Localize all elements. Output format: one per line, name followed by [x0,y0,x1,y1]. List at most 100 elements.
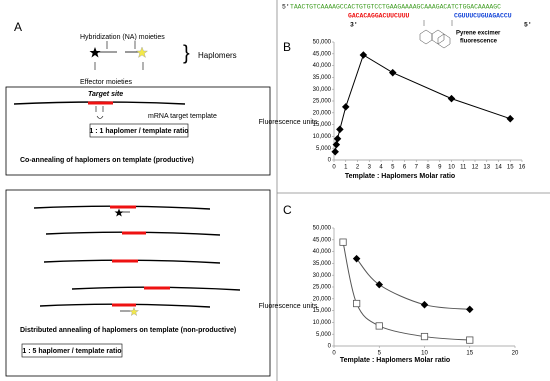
sequence: TAACTGTCAAAAGCCACTGTGTCCTGAAGAAAAGCAAAGA… [290,4,501,11]
panel-box [5,86,271,176]
y-tick-label: 50,000 [313,40,332,46]
point [420,332,429,341]
x-tick-label: 8 [426,165,430,171]
y-tick-label: 45,000 [313,51,332,57]
series-line [356,258,470,310]
sequence: CGUUUCUGUAGACCU [454,13,512,20]
point [333,134,342,143]
point [353,299,361,308]
caption: Distributed annealing of haplomers on te… [20,327,236,334]
y-tick-label: 5,000 [316,146,332,152]
x-axis-label: Template : Haplomers Molar ratio [345,173,455,180]
x-tick-label: 4 [379,165,383,171]
point [465,305,474,314]
sequence: GACACAGGACUUCUUU [348,13,410,20]
point [331,147,339,156]
point [375,280,384,289]
point [336,125,344,134]
y-axis-label: Fluorescence units [259,303,318,310]
x-tick-label: 2 [356,165,360,171]
point [447,94,456,103]
x-tick-label: 10 [421,351,428,357]
x-tick-label: 13 [483,165,490,171]
y-tick-label: 15,000 [313,308,332,314]
point [388,68,397,77]
point [420,300,429,309]
y-tick-label: 15,000 [313,122,332,128]
caption: Co-annealing of haplomers on template (p… [20,157,194,164]
ratio-box [89,123,189,138]
label: fluorescence [460,39,498,45]
label: 5' [282,4,290,11]
label: Haplomers [198,51,237,60]
x-tick-label: 5 [378,351,382,357]
point [466,336,474,344]
x-tick-label: 0 [332,351,336,357]
x-tick-label: 3 [368,165,372,171]
point [506,114,515,123]
y-tick-label: 30,000 [313,87,332,93]
point [339,238,347,246]
label: 5' [524,22,532,29]
ratio-box [21,343,123,358]
x-tick-label: 6 [403,165,407,171]
effector-star [128,306,140,316]
y-tick-label: 30,000 [313,273,332,279]
x-tick-label: 15 [507,165,514,171]
haplomer-pair [95,106,104,119]
effector-star [89,47,101,58]
series-line [342,242,470,341]
x-tick-label: 7 [415,165,419,171]
panel-box [5,189,271,377]
x-tick-label: 14 [495,165,502,171]
x-tick-label: 1 [344,165,348,171]
x-tick-label: 12 [472,165,479,171]
x-tick-label: 20 [512,351,519,357]
y-tick-label: 20,000 [313,110,332,116]
y-tick-label: 35,000 [313,75,332,81]
charts: B Fluorescence units Template : Haplomers … [259,40,526,364]
panel-label: C [283,203,292,217]
x-axis-label: Template : Haplomers Molar ratio [340,357,450,364]
label: 3' [350,22,358,29]
y-tick-label: 10,000 [313,134,332,140]
x-tick-label: 0 [332,165,336,171]
y-tick-label: 45,000 [313,237,332,243]
panel-label: B [283,40,291,54]
y-tick-label: 20,000 [313,296,332,302]
x-tick-label: 15 [466,351,473,357]
y-tick-label: 10,000 [313,320,332,326]
x-tick-label: 11 [460,165,467,171]
y-axis-label: Fluorescence units [259,119,318,126]
y-tick-label: 25,000 [313,285,332,291]
label: 1 : 1 haplomer / template ratio [89,128,188,135]
brace: } [183,42,190,64]
y-tick-label: 35,000 [313,261,332,267]
point [341,103,350,111]
y-tick-label: 50,000 [313,226,332,232]
point [375,322,383,330]
label: 1 : 5 haplomer / template ratio [22,348,121,355]
y-tick-label: 25,000 [313,99,332,105]
y-tick-label: 0 [328,344,332,350]
x-tick-label: 16 [519,165,526,171]
point [352,254,361,263]
x-tick-label: 10 [448,165,455,171]
point [359,51,368,59]
point [332,140,341,149]
y-tick-label: 0 [328,158,332,164]
panel-label: A [14,20,22,34]
series-line [334,54,511,152]
x-tick-label: 5 [391,165,395,171]
label: Hybridization (NA) moieties [80,34,165,41]
y-tick-label: 40,000 [313,63,332,69]
label: mRNA target template [148,113,217,120]
pyrene-icon [419,20,453,49]
label: Target site [88,91,123,98]
effector-star [135,46,149,59]
x-tick-label: 9 [438,165,442,171]
y-tick-label: 5,000 [316,332,332,338]
label: Effector moieties [80,79,133,86]
